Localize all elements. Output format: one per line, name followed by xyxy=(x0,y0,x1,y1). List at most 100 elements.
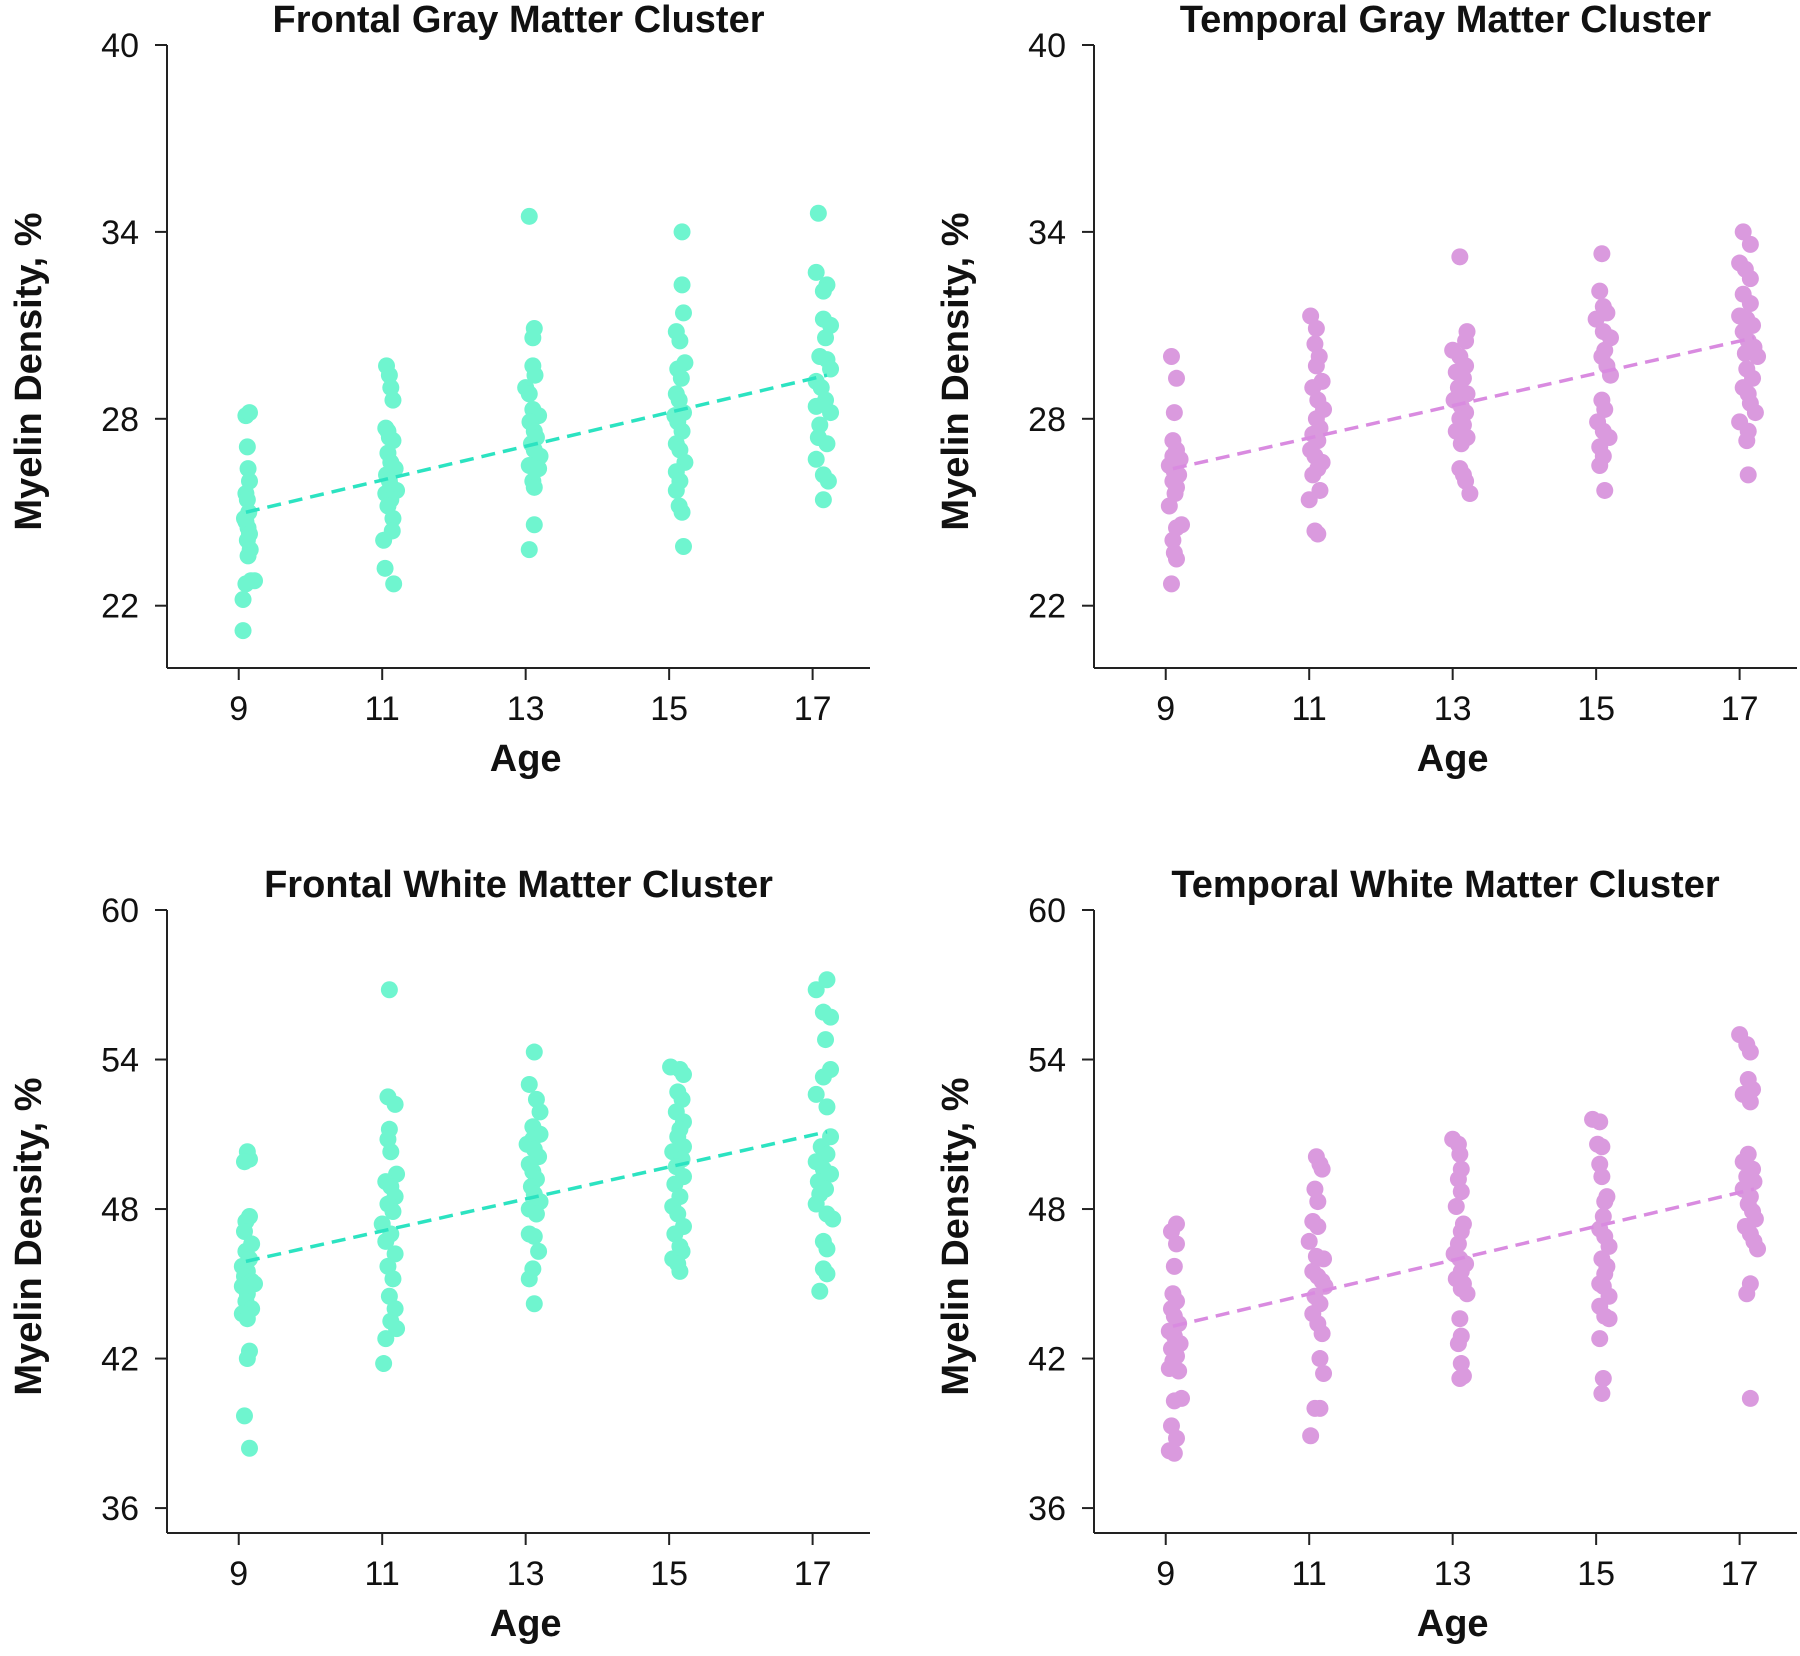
data-point xyxy=(1452,1183,1470,1201)
x-tick-label: 9 xyxy=(1156,1555,1175,1593)
x-tick-label: 17 xyxy=(794,1555,832,1593)
x-tick-label: 11 xyxy=(365,1555,400,1593)
data-point xyxy=(1741,1389,1759,1407)
data-point xyxy=(818,971,836,989)
data-point xyxy=(1451,1369,1469,1387)
data-point xyxy=(375,531,393,549)
x-axis-label: Age xyxy=(1417,1603,1489,1645)
data-point xyxy=(1307,357,1325,375)
data-point xyxy=(237,575,255,593)
data-point xyxy=(1164,531,1182,549)
data-point xyxy=(240,1439,258,1457)
data-point xyxy=(818,1240,836,1258)
y-axis-label: Myelin Density, % xyxy=(935,212,977,530)
y-tick-label: 36 xyxy=(101,1490,139,1528)
data-point xyxy=(673,276,691,294)
data-point xyxy=(1165,1392,1183,1410)
data-point xyxy=(1587,310,1605,328)
data-point xyxy=(818,1265,836,1283)
data-point xyxy=(386,1095,404,1113)
data-point xyxy=(807,1195,825,1213)
trend-line xyxy=(245,373,828,514)
y-tick-label: 40 xyxy=(1028,27,1066,65)
data-point xyxy=(1591,1330,1609,1348)
data-point xyxy=(807,397,825,415)
data-point xyxy=(384,1203,402,1221)
data-point xyxy=(1304,466,1322,484)
data-point xyxy=(822,360,840,378)
data-point xyxy=(1165,1257,1183,1275)
data-point xyxy=(1447,1198,1465,1216)
data-point xyxy=(1596,1193,1614,1211)
x-tick-label: 13 xyxy=(507,1555,545,1593)
data-point xyxy=(384,509,402,527)
data-point xyxy=(1167,369,1185,387)
chart-title: Temporal Gray Matter Cluster xyxy=(1180,0,1712,41)
data-point xyxy=(527,1205,545,1223)
y-tick-label: 36 xyxy=(1028,1490,1066,1528)
data-point xyxy=(1596,481,1614,499)
data-point xyxy=(1594,1369,1612,1387)
data-point xyxy=(1451,1145,1469,1163)
data-point xyxy=(235,1407,253,1425)
x-tick-label: 17 xyxy=(794,690,832,728)
data-point xyxy=(822,1165,840,1183)
trend-line xyxy=(245,1130,828,1264)
x-tick-label: 15 xyxy=(1577,690,1615,728)
data-point xyxy=(818,1098,836,1116)
data-point xyxy=(1739,466,1757,484)
x-axis-label: Age xyxy=(490,738,562,780)
data-points xyxy=(233,971,842,1457)
data-point xyxy=(1300,491,1318,509)
data-point xyxy=(674,304,692,322)
data-point xyxy=(239,547,257,565)
data-point xyxy=(1165,404,1183,422)
data-point xyxy=(822,404,840,422)
x-tick-label: 9 xyxy=(1156,690,1175,728)
data-point xyxy=(807,981,825,999)
data-point xyxy=(1741,295,1759,313)
data-point xyxy=(380,366,398,384)
data-point xyxy=(238,1310,256,1328)
data-point xyxy=(822,1008,840,1026)
data-point xyxy=(526,366,544,384)
data-point xyxy=(385,575,403,593)
data-point xyxy=(386,1245,404,1263)
data-point xyxy=(824,1210,842,1228)
data-point xyxy=(1307,319,1325,337)
chart-title: Temporal White Matter Cluster xyxy=(1171,864,1719,906)
data-point xyxy=(1313,1325,1331,1343)
data-point xyxy=(1458,1285,1476,1303)
data-point xyxy=(376,559,394,577)
data-point xyxy=(520,541,538,559)
data-point xyxy=(1452,435,1470,453)
data-point xyxy=(818,435,836,453)
data-points xyxy=(1160,1026,1767,1462)
data-point xyxy=(1313,1160,1331,1178)
data-point xyxy=(1315,1250,1333,1268)
x-tick-label: 9 xyxy=(229,1555,248,1593)
x-tick-label: 17 xyxy=(1721,690,1759,728)
data-point xyxy=(1451,1310,1469,1328)
data-point xyxy=(1300,1232,1318,1250)
data-point xyxy=(1749,348,1767,365)
data-point xyxy=(525,478,543,496)
data-point xyxy=(667,481,685,499)
y-tick-label: 40 xyxy=(101,27,139,65)
data-point xyxy=(234,590,252,608)
data-point xyxy=(811,416,829,434)
data-point xyxy=(811,1282,829,1300)
data-point xyxy=(1741,1043,1759,1061)
data-point xyxy=(235,1222,253,1240)
data-point xyxy=(817,1031,835,1049)
data-point xyxy=(672,369,690,387)
data-point xyxy=(1738,1285,1756,1303)
x-tick-label: 17 xyxy=(1721,1555,1759,1593)
data-point xyxy=(1741,235,1759,253)
data-points xyxy=(1160,223,1767,593)
trend-line xyxy=(1172,1187,1755,1328)
data-point xyxy=(1167,550,1185,568)
data-point xyxy=(531,1103,549,1121)
y-tick-label: 22 xyxy=(101,588,139,626)
